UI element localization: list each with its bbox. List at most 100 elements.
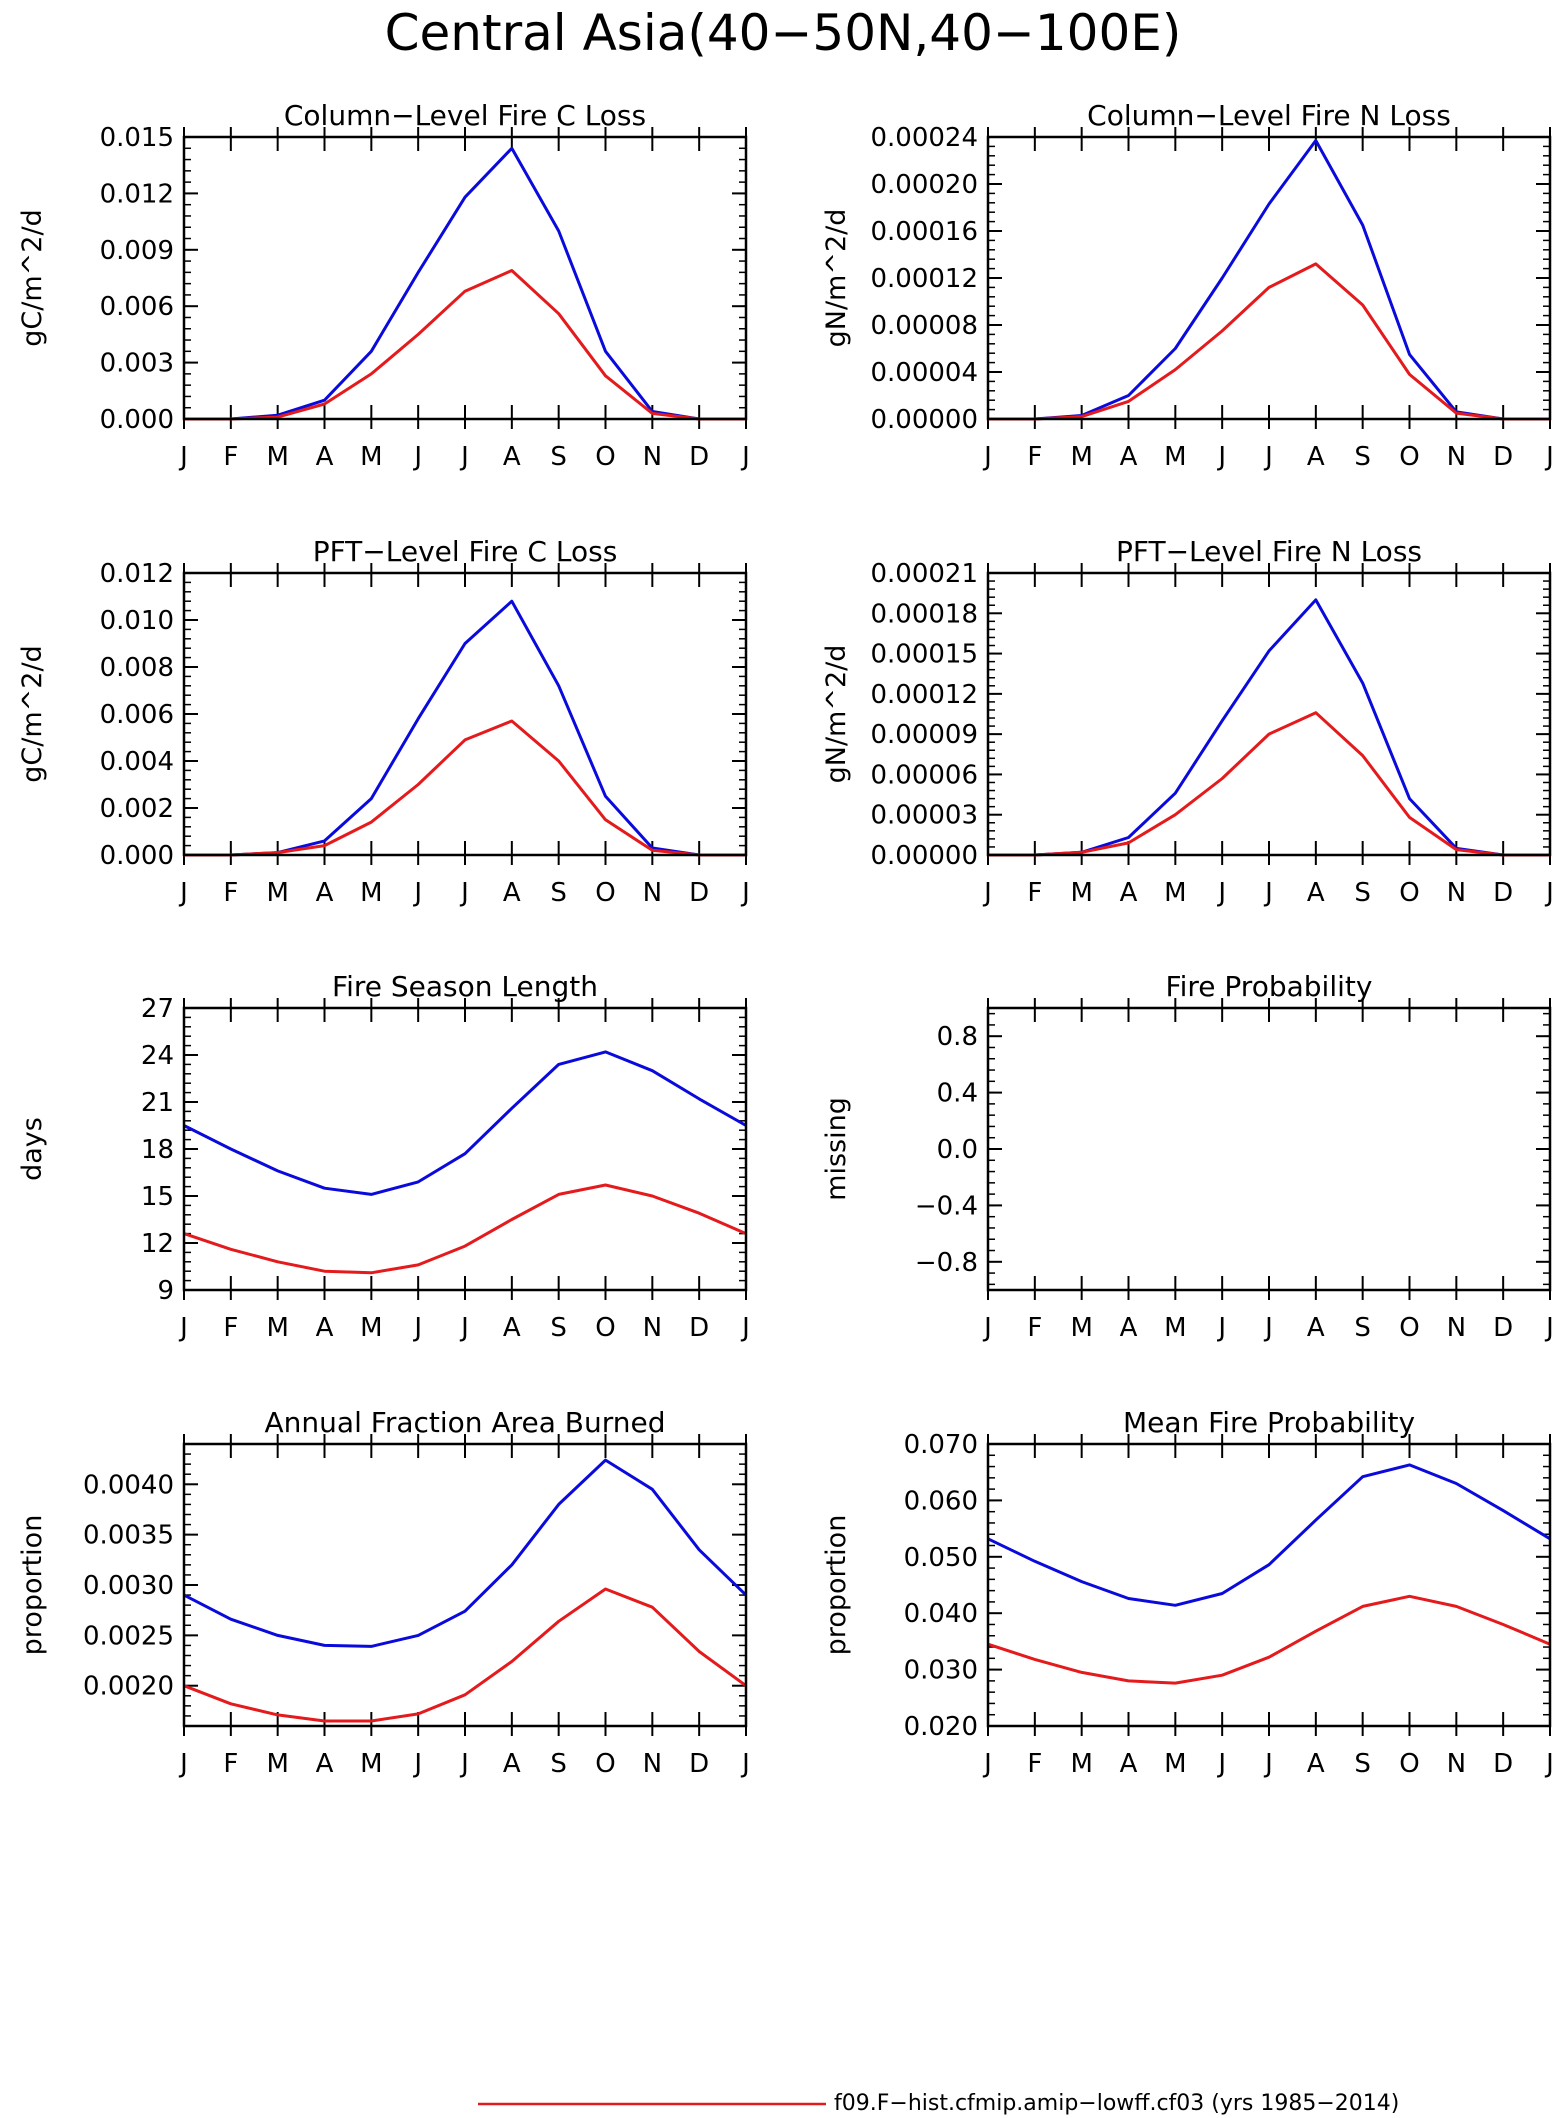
plot-frame [986, 1442, 1552, 1728]
panel-title: Annual Fraction Area Burned [265, 1406, 666, 1439]
y-tick-label: 0.00020 [870, 170, 978, 200]
x-tick-label: S [550, 442, 567, 472]
y-tick-label: 15 [141, 1182, 174, 1212]
x-tick-label: S [550, 878, 567, 908]
figure-title: Central Asia(40−50N,40−100E) [385, 4, 1182, 62]
series-line-2 [987, 1594, 1551, 1685]
panel-title: Column−Level Fire N Loss [1087, 99, 1451, 132]
y-tick-label: 0.4 [937, 1079, 978, 1109]
panel-title: Mean Fire Probability [1123, 1406, 1415, 1439]
y-tick-label: −0.4 [915, 1191, 978, 1221]
x-tick-label: F [1027, 1313, 1042, 1343]
y-tick-label: 0.012 [100, 559, 174, 589]
x-tick-label: J [1263, 878, 1273, 908]
x-tick-label: D [1493, 878, 1513, 908]
y-tick-label: 21 [141, 1088, 174, 1118]
legend: f09.F−hist.cfmip.amip−lowff.cf03 (yrs 19… [478, 2091, 1399, 2116]
x-tick-label: J [459, 1313, 469, 1343]
y-tick-label: 0.00012 [870, 264, 978, 294]
x-tick-label: A [316, 442, 334, 472]
x-tick-label: A [1120, 878, 1138, 908]
y-tick-label: 0.003 [100, 349, 174, 379]
x-tick-label: J [1544, 1749, 1554, 1779]
x-tick-label: O [595, 878, 615, 908]
x-tick-label: A [503, 1313, 521, 1343]
y-tick-label: 12 [141, 1229, 174, 1259]
x-tick-label: O [1399, 442, 1419, 472]
x-tick-label: J [1216, 1749, 1226, 1779]
series-line-1 [987, 1463, 1551, 1607]
series-line-2 [183, 1183, 747, 1275]
x-tick-label: N [1447, 1313, 1466, 1343]
series-line-2 [184, 269, 746, 421]
x-tick-label: A [316, 878, 334, 908]
y-tick-label: 0.0020 [83, 1672, 174, 1702]
x-tick-label: A [1120, 1749, 1138, 1779]
y-tick-label: 0.0030 [83, 1571, 174, 1601]
y-tick-label: 0.040 [904, 1599, 978, 1629]
y-tick-label: 27 [141, 994, 174, 1024]
y-tick-label: 0.00006 [870, 760, 978, 790]
series-line-2 [183, 1587, 747, 1723]
x-tick-label: A [316, 1749, 334, 1779]
plot-frame [182, 1006, 748, 1292]
y-tick-label: 0.8 [937, 1022, 978, 1052]
x-tick-label: A [1120, 442, 1138, 472]
x-tick-label: J [740, 442, 750, 472]
y-tick-label: 0.000 [100, 405, 174, 435]
x-tick-label: N [1447, 442, 1466, 472]
x-tick-label: J [1263, 442, 1273, 472]
x-tick-label: M [1070, 442, 1092, 472]
x-tick-label: D [1493, 1749, 1513, 1779]
y-tick-label: 0.00015 [870, 640, 978, 670]
y-axis-label: gC/m^2/d [17, 209, 48, 346]
y-tick-label: −0.8 [915, 1248, 978, 1278]
y-tick-label: 0.00004 [870, 358, 978, 388]
x-tick-label: J [178, 1313, 188, 1343]
y-axis-label: days [17, 1117, 48, 1181]
x-tick-label: J [412, 1749, 422, 1779]
y-tick-label: 0.00000 [870, 405, 978, 435]
x-tick-label: A [503, 442, 521, 472]
y-tick-label: 0.00003 [870, 801, 978, 831]
y-tick-label: 0.070 [904, 1430, 978, 1460]
x-tick-label: J [459, 878, 469, 908]
y-axis-label: gN/m^2/d [821, 209, 852, 348]
y-tick-label: 24 [141, 1041, 174, 1071]
chart-panel-7: Annual Fraction Area Burned proportion 0.0… [17, 1406, 750, 1779]
x-tick-label: J [1216, 1313, 1226, 1343]
x-tick-label: J [982, 442, 992, 472]
plot-frame [182, 135, 748, 421]
x-tick-label: F [223, 442, 238, 472]
y-tick-label: 0.00018 [870, 599, 978, 629]
y-tick-label: 0.0 [937, 1135, 978, 1165]
panel-title: PFT−Level Fire N Loss [1116, 535, 1422, 568]
x-tick-label: M [266, 1313, 288, 1343]
x-tick-label: F [1027, 1749, 1042, 1779]
x-tick-label: J [1263, 1749, 1273, 1779]
x-tick-label: M [266, 1749, 288, 1779]
x-tick-label: J [740, 1313, 750, 1343]
x-tick-label: J [1216, 878, 1226, 908]
y-tick-label: 0.00012 [870, 680, 978, 710]
y-tick-label: 0.030 [904, 1656, 978, 1686]
y-tick-label: 18 [141, 1135, 174, 1165]
plot-frame [986, 1006, 1552, 1292]
x-tick-label: J [412, 1313, 422, 1343]
x-tick-label: J [1544, 442, 1554, 472]
y-tick-label: 0.050 [904, 1543, 978, 1573]
y-tick-label: 0.000 [100, 841, 174, 871]
x-tick-label: A [503, 1749, 521, 1779]
x-tick-label: J [178, 1749, 188, 1779]
x-tick-label: D [1493, 442, 1513, 472]
x-tick-label: M [266, 442, 288, 472]
plot-frame [986, 135, 1552, 421]
x-tick-label: F [1027, 442, 1042, 472]
x-tick-label: M [1070, 878, 1092, 908]
x-tick-label: M [360, 442, 382, 472]
x-tick-label: S [1354, 1749, 1371, 1779]
x-tick-label: D [689, 1313, 709, 1343]
series-line-2 [184, 719, 746, 857]
y-axis-label: proportion [821, 1515, 852, 1656]
series-line-1 [183, 1050, 747, 1196]
